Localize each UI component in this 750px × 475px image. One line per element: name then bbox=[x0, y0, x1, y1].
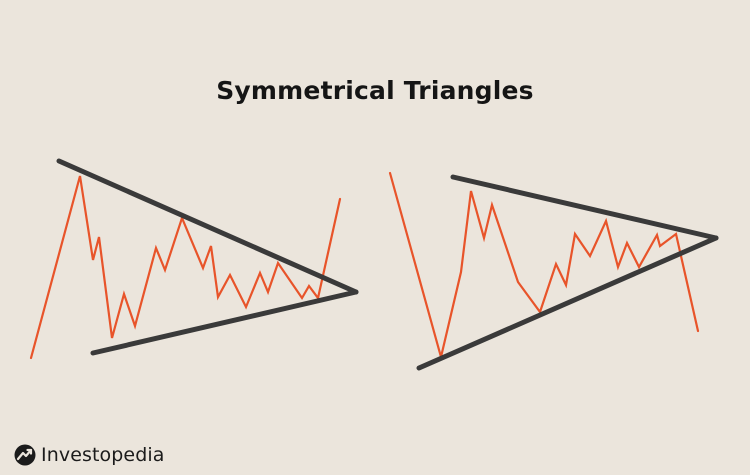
investopedia-logo-icon bbox=[14, 444, 36, 466]
triangle-left bbox=[29, 158, 359, 360]
price-line-right bbox=[388, 171, 700, 358]
upper-trendline-right bbox=[450, 174, 719, 241]
upper-trendline-left bbox=[56, 158, 359, 295]
lower-trendline-right bbox=[416, 235, 719, 371]
lower-trendline-left bbox=[90, 289, 359, 356]
page-title: Symmetrical Triangles bbox=[216, 76, 534, 105]
brand-name: Investopedia bbox=[41, 444, 165, 466]
brand-logo: Investopedia bbox=[14, 440, 165, 470]
price-line-left bbox=[29, 175, 342, 360]
triangle-right bbox=[388, 171, 719, 371]
